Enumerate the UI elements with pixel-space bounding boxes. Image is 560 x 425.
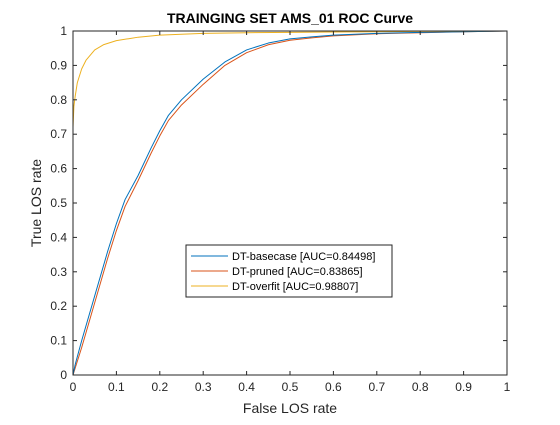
y-tick-label: 0.5: [50, 196, 67, 210]
legend-label-overfit: DT-overfit [AUC=0.98807]: [232, 281, 358, 293]
y-tick-label: 0.9: [50, 58, 67, 72]
x-tick-label: 0.1: [108, 380, 125, 394]
y-tick-label: 0.6: [50, 162, 67, 176]
x-tick-label: 0.9: [455, 380, 472, 394]
y-tick-label: 1: [60, 24, 67, 38]
x-tick-label: 0.4: [238, 380, 255, 394]
y-tick-label: 0.3: [50, 265, 67, 279]
y-tick-label: 0.8: [50, 93, 67, 107]
y-tick-label: 0: [60, 368, 67, 382]
x-tick-label: 0.7: [368, 380, 385, 394]
x-tick-label: 0.2: [151, 380, 168, 394]
series-line-0: [72, 30, 508, 376]
legend-label-basecase: DT-basecase [AUC=0.84498]: [232, 251, 375, 263]
series-layer: [72, 30, 508, 376]
legend-label-pruned: DT-pruned [AUC=0.83865]: [232, 266, 363, 278]
y-tick-label: 0.1: [50, 334, 67, 348]
series-line-1: [72, 30, 508, 376]
y-tick-label: 0.4: [50, 230, 67, 244]
x-axis-label: False LOS rate: [243, 400, 337, 416]
x-tick-label: 1: [504, 380, 511, 394]
x-tick-label: 0: [70, 380, 77, 394]
y-tick-label: 0.2: [50, 299, 67, 313]
x-tick-label: 0.5: [282, 380, 299, 394]
series-line-2: [72, 30, 508, 375]
legend-box: [185, 244, 393, 298]
chart-title: TRAINGING SET AMS_01 ROC Curve: [167, 10, 413, 26]
tick-layer: 0 0.1 0.2 0.3 0.4 0.5 0.6 0.7 0.8 0.9 1 0 0.1 0.2 0.3 0…: [50, 24, 510, 394]
x-tick-label: 0.6: [325, 380, 342, 394]
x-tick-label: 0.3: [195, 380, 212, 394]
x-tick-label: 0.8: [412, 380, 429, 394]
y-tick-label: 0.7: [50, 127, 67, 141]
legend: DT-basecase [AUC=0.84498] DT-pruned [AUC…: [185, 244, 393, 298]
y-axis-label: True LOS rate: [28, 159, 44, 247]
plot-background: [73, 31, 507, 375]
